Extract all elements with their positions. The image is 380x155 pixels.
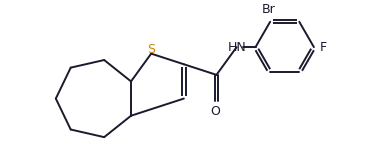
Text: S: S [147,43,155,56]
Text: O: O [210,105,220,118]
Text: Br: Br [261,3,275,16]
Text: F: F [320,41,327,54]
Text: HN: HN [227,41,246,54]
